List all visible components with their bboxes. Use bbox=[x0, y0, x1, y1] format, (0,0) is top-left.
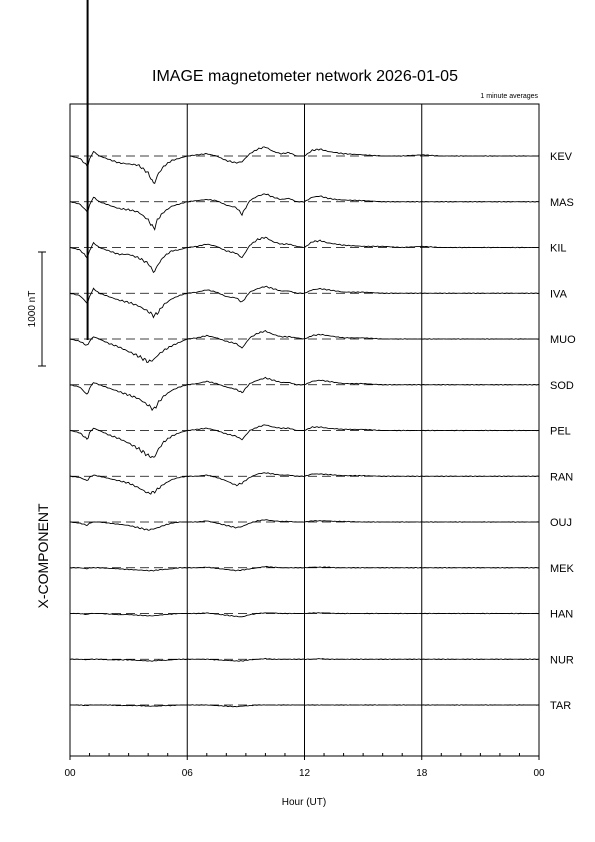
station-label-kil: KIL bbox=[550, 243, 567, 255]
trace-sod bbox=[69, 376, 540, 412]
scale-bar-label: 1000 nT bbox=[27, 291, 38, 328]
trace-ran bbox=[69, 472, 540, 495]
x-tick-label-3: 18 bbox=[416, 768, 428, 779]
trace-kil bbox=[69, 236, 540, 274]
station-label-mas: MAS bbox=[550, 197, 574, 209]
x-tick-label-1: 06 bbox=[182, 768, 194, 779]
scale-bar: 1000 nT bbox=[27, 251, 46, 367]
component-label: X-COMPONENT bbox=[35, 503, 51, 608]
station-label-han: HAN bbox=[550, 609, 573, 621]
trace-mas bbox=[69, 193, 540, 231]
trace-kev bbox=[69, 146, 540, 185]
station-label-nur: NUR bbox=[550, 654, 574, 666]
station-label-tar: TAR bbox=[550, 700, 571, 712]
trace-ouj bbox=[69, 519, 540, 531]
chart-subtitle: 1 minute averages bbox=[480, 93, 538, 100]
chart-title: IMAGE magnetometer network 2026-01-05 bbox=[152, 68, 458, 85]
x-axis-ticks: 00 06 12 18 00 bbox=[64, 753, 545, 779]
trace-muo bbox=[69, 329, 540, 364]
station-label-mek: MEK bbox=[550, 563, 575, 575]
trace-mek bbox=[69, 565, 540, 572]
trace-iva bbox=[69, 285, 540, 319]
trace-tar bbox=[69, 704, 540, 708]
x-tick-label-0: 00 bbox=[64, 768, 76, 779]
station-label-muo: MUO bbox=[550, 334, 576, 346]
trace-nur bbox=[69, 657, 540, 662]
station-label-ran: RAN bbox=[550, 471, 573, 483]
station-label-iva: IVA bbox=[550, 288, 568, 300]
station-baselines bbox=[70, 155, 539, 706]
x-tick-label-2: 12 bbox=[299, 768, 311, 779]
station-label-ouj: OUJ bbox=[550, 517, 572, 529]
trace-pel bbox=[69, 424, 540, 459]
station-traces bbox=[69, 146, 540, 708]
trace-han bbox=[69, 612, 540, 618]
station-labels: KEV MAS KIL IVA MUO SOD PEL RAN OUJ MEK HAN NUR TAR bbox=[550, 151, 576, 712]
station-label-kev: KEV bbox=[550, 151, 573, 163]
station-label-sod: SOD bbox=[550, 380, 574, 392]
x-tick-label-4: 00 bbox=[533, 768, 545, 779]
x-axis-label: Hour (UT) bbox=[282, 797, 326, 808]
station-label-pel: PEL bbox=[550, 426, 571, 438]
